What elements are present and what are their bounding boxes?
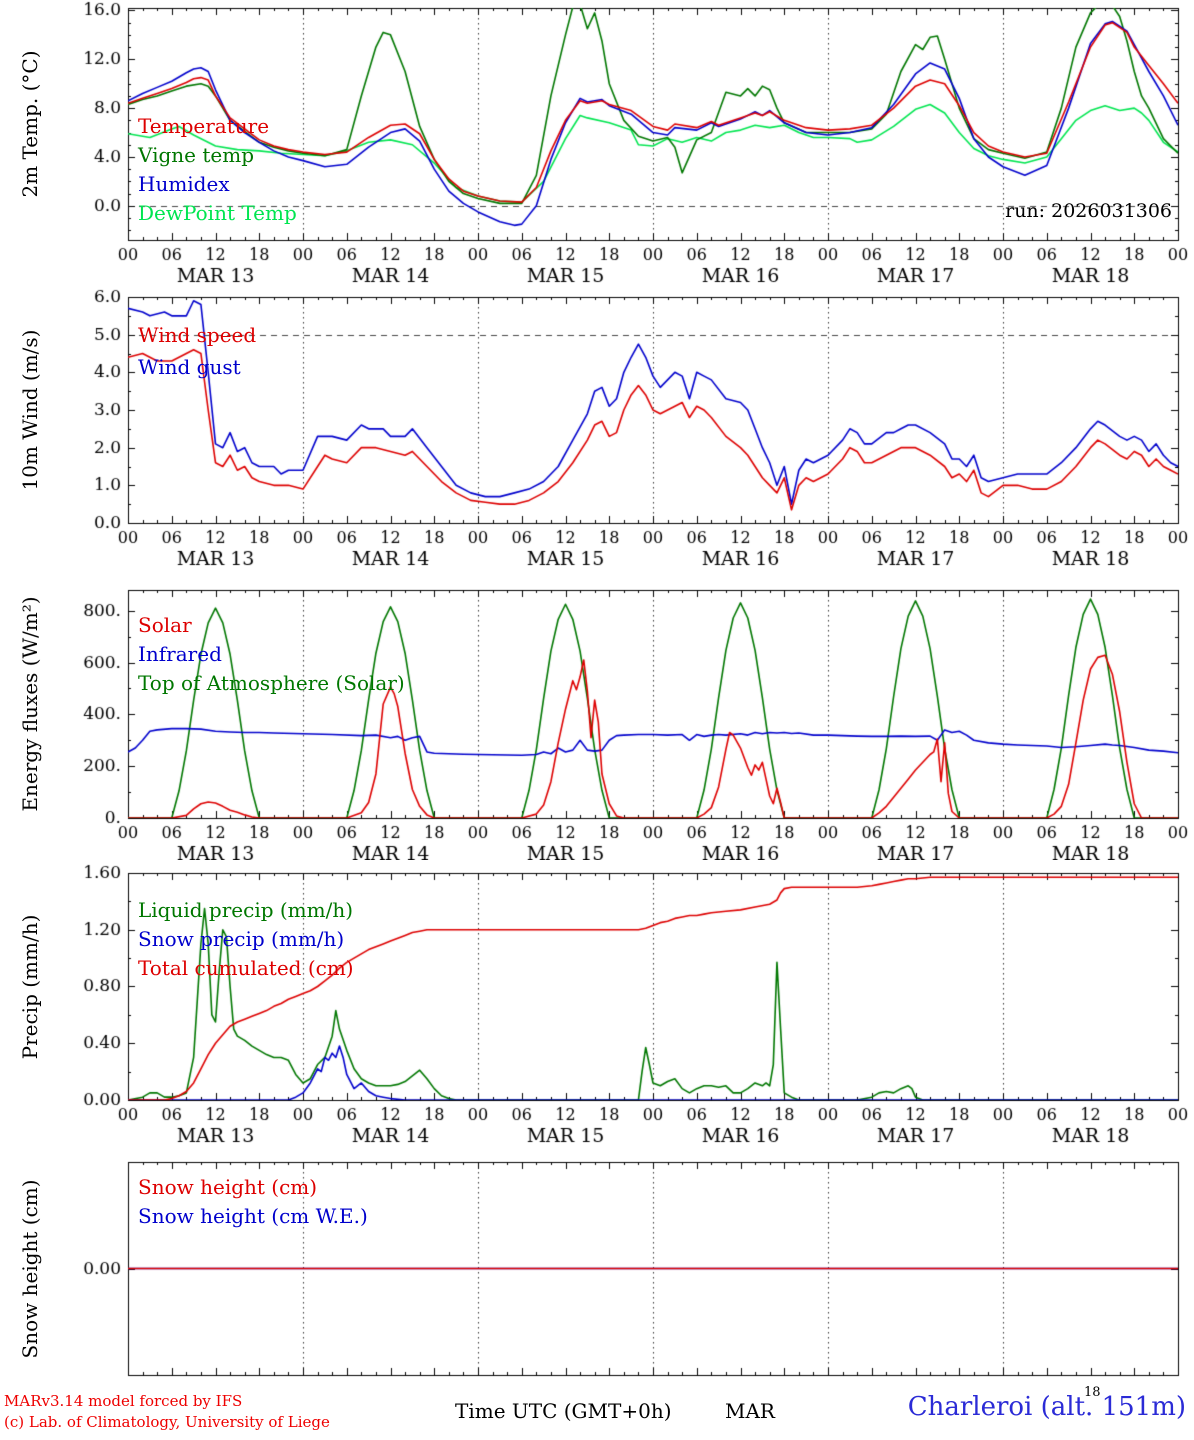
legend-wind-speed: Wind speed: [138, 323, 257, 347]
snow-height-legend: Snow height (cm) Snow height (cm W.E.): [138, 1173, 368, 1231]
energy-fluxes-panel: Energy fluxes (W/m²) Solar Infrared Top …: [0, 575, 1194, 860]
run-label: run: 2026031306: [1005, 200, 1172, 222]
model-name-label: MAR: [725, 1399, 775, 1423]
legend-dewpoint-temp: DewPoint Temp: [138, 201, 297, 225]
legend-temperature: Temperature: [138, 114, 270, 138]
precip-y-axis-label: Precip (mm/h): [18, 914, 42, 1059]
wind-chart-canvas: [0, 285, 1194, 575]
legend-humidex: Humidex: [138, 172, 230, 196]
temperature-y-axis-label: 2m Temp. (°C): [18, 50, 42, 198]
precip-legend: Liquid precip (mm/h) Snow precip (mm/h) …: [138, 896, 354, 983]
wind-y-axis-label: 10m Wind (m/s): [18, 329, 42, 491]
legend-snow-precip: Snow precip (mm/h): [138, 927, 345, 951]
legend-total-cumulated: Total cumulated (cm): [138, 956, 354, 980]
legend-infrared: Infrared: [138, 642, 222, 666]
credit-line-2: (c) Lab. of Climatology, University of L…: [4, 1413, 330, 1431]
temperature-chart-canvas: [0, 0, 1194, 285]
snow-height-panel: Snow height (cm) Snow height (cm) Snow h…: [0, 1145, 1194, 1385]
credit-line-1: MARv3.14 model forced by IFS: [4, 1392, 243, 1410]
precip-panel: Precip (mm/h) Liquid precip (mm/h) Snow …: [0, 860, 1194, 1145]
snow-height-y-axis-label: Snow height (cm): [18, 1178, 42, 1359]
time-axis-label: Time UTC (GMT+0h): [455, 1399, 672, 1423]
legend-snow-height: Snow height (cm): [138, 1175, 318, 1199]
model-credit: MARv3.14 model forced by IFS (c) Lab. of…: [4, 1391, 330, 1433]
energy-fluxes-y-axis-label: Energy fluxes (W/m²): [18, 596, 42, 812]
station-title: Charleroi (alt. 151m): [907, 1392, 1186, 1422]
legend-liquid-precip: Liquid precip (mm/h): [138, 898, 354, 922]
wind-legend: Wind speed Wind gust: [138, 319, 256, 383]
wind-panel: 10m Wind (m/s) Wind speed Wind gust: [0, 285, 1194, 575]
temperature-legend: Temperature Vigne temp Humidex DewPoint …: [138, 112, 297, 228]
stray-number: 18: [1084, 1385, 1101, 1400]
energy-fluxes-legend: Solar Infrared Top of Atmosphere (Solar): [138, 611, 405, 698]
legend-solar: Solar: [138, 613, 192, 637]
snow-height-chart-canvas: [0, 1145, 1194, 1385]
legend-top-of-atmosphere: Top of Atmosphere (Solar): [138, 671, 405, 695]
temperature-panel: 2m Temp. (°C) Temperature Vigne temp Hum…: [0, 0, 1194, 285]
legend-vigne-temp: Vigne temp: [138, 143, 255, 167]
energy-fluxes-chart-canvas: [0, 575, 1194, 860]
legend-snow-height-we: Snow height (cm W.E.): [138, 1204, 368, 1228]
legend-wind-gust: Wind gust: [138, 355, 241, 379]
footer: MARv3.14 model forced by IFS (c) Lab. of…: [0, 1385, 1194, 1440]
precip-chart-canvas: [0, 860, 1194, 1145]
